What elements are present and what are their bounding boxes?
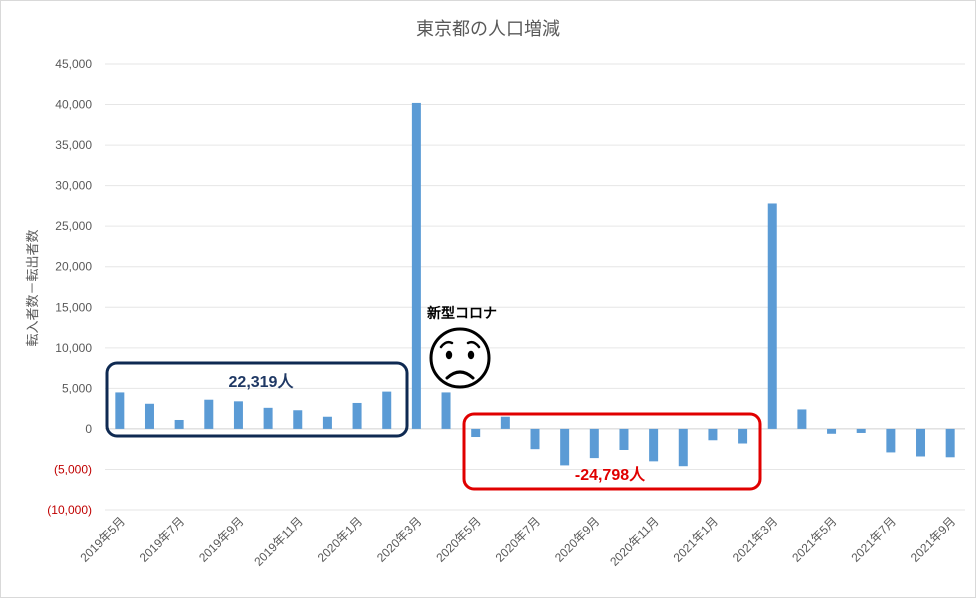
bar <box>144 403 154 429</box>
pre-covid-total: 22,319人 <box>229 373 295 391</box>
y-tick-label: 15,000 <box>55 300 92 314</box>
bar <box>945 428 955 458</box>
x-tick-label: 2021年9月 <box>908 514 958 564</box>
x-tick-label: 2019年7月 <box>137 514 187 564</box>
y-tick-label: 10,000 <box>55 341 92 355</box>
bar <box>560 428 570 466</box>
y-axis-label: 転入者数－転出者数 <box>26 229 41 346</box>
bar <box>649 428 659 462</box>
bar <box>619 428 629 450</box>
x-tick-label: 2020年7月 <box>493 514 543 564</box>
bar <box>174 419 184 429</box>
bar <box>886 428 896 453</box>
bars <box>115 102 955 467</box>
bar <box>708 428 718 441</box>
y-tick-label: 45,000 <box>55 57 92 71</box>
bar <box>263 407 273 429</box>
bar <box>382 391 392 429</box>
y-tick-label: 5,000 <box>62 381 92 395</box>
bar <box>797 409 807 429</box>
bar <box>856 428 866 433</box>
x-tick-label: 2021年5月 <box>789 514 839 564</box>
y-tick-label: 40,000 <box>55 98 92 112</box>
bar <box>500 416 510 429</box>
bar <box>530 428 540 450</box>
bar <box>767 203 777 429</box>
bar <box>827 428 837 434</box>
bar <box>115 392 125 429</box>
bar <box>352 402 362 429</box>
bar <box>204 399 214 429</box>
y-tick-label: (5,000) <box>54 462 92 476</box>
y-tick-label: 35,000 <box>55 138 92 152</box>
x-tick-labels: 2019年5月 2019年7月 2019年9月 2019年11月 2020年1月 2020… <box>77 514 958 569</box>
y-tick-label: (10,000) <box>47 503 92 517</box>
x-tick-label: 2020年11月 <box>607 514 662 569</box>
y-tick-label: 30,000 <box>55 179 92 193</box>
x-tick-label: 2019年5月 <box>77 514 127 564</box>
x-tick-label: 2020年9月 <box>552 514 602 564</box>
y-tick-labels: 45,000 40,000 35,000 30,000 25,000 20,000 15,0… <box>47 57 92 517</box>
x-tick-label: 2021年7月 <box>849 514 899 564</box>
x-tick-label: 2019年11月 <box>251 514 306 569</box>
bar <box>678 428 688 467</box>
y-tick-label: 0 <box>85 422 92 436</box>
post-covid-total: -24,798人 <box>575 466 646 484</box>
post-covid-box <box>462 412 762 491</box>
bar <box>233 401 243 429</box>
y-tick-label: 25,000 <box>55 219 92 233</box>
x-tick-label: 2020年1月 <box>315 514 365 564</box>
bar <box>411 102 421 429</box>
x-tick-label: 2020年3月 <box>374 514 424 564</box>
bar <box>916 428 926 457</box>
pre-covid-box <box>105 361 409 438</box>
covid-label: 新型コロナ <box>427 305 497 322</box>
chart-title: 東京都の人口増減 <box>416 19 560 40</box>
x-tick-label: 2020年5月 <box>433 514 483 564</box>
x-tick-label: 2021年3月 <box>730 514 780 564</box>
x-tick-label: 2021年1月 <box>671 514 721 564</box>
bar <box>293 410 303 429</box>
x-tick-label: 2019年9月 <box>196 514 246 564</box>
bar <box>738 428 748 444</box>
bar <box>441 392 451 429</box>
y-tick-label: 20,000 <box>55 260 92 274</box>
worried-face-icon <box>429 327 491 389</box>
bar <box>322 416 332 429</box>
bar <box>471 428 481 438</box>
bar <box>589 428 599 459</box>
